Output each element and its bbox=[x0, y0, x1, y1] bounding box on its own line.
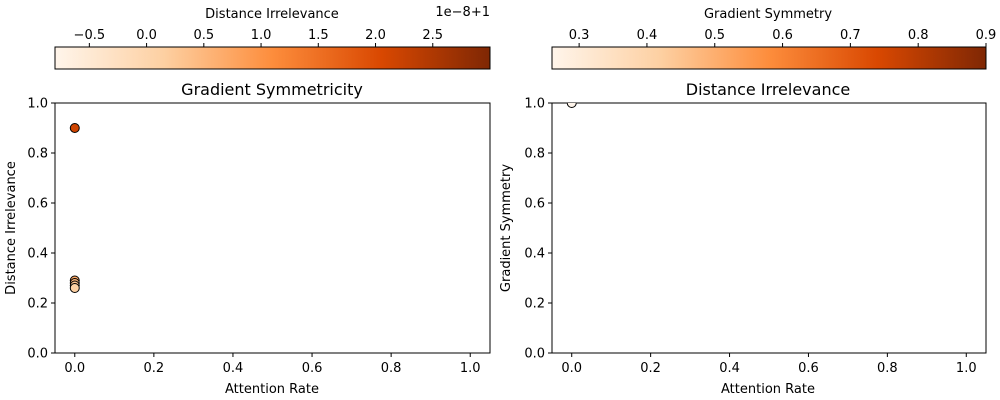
left-colorbar-tick-label: 0.0 bbox=[136, 28, 157, 43]
right-colorbar-ticks: 0.3 0.4 0.5 0.6 0.7 0.8 0.9 bbox=[569, 28, 997, 47]
left-x-tick-label: 1.0 bbox=[460, 361, 481, 376]
left-y-axis-label: Distance Irrelevance bbox=[4, 161, 19, 295]
left-x-tick-label: 0.4 bbox=[223, 361, 244, 376]
left-plot-area bbox=[54, 102, 491, 354]
left-chart-title: Gradient Symmetricity bbox=[181, 80, 363, 99]
left-colorbar-tick-label: 0.5 bbox=[193, 28, 214, 43]
right-y-axis-label: Gradient Symmetry bbox=[499, 164, 514, 292]
right-colorbar-tick-label: 0.5 bbox=[704, 28, 725, 43]
left-chart-panel: Distance Irrelevance 1e−8+1 −0.5 0.0 0.5 1.… bbox=[4, 5, 491, 397]
right-scatter-points bbox=[566, 103, 577, 108]
right-colorbar-label: Gradient Symmetry bbox=[704, 7, 832, 22]
right-chart-title: Distance Irrelevance bbox=[686, 80, 850, 99]
right-x-axis-label: Attention Rate bbox=[721, 382, 815, 397]
right-colorbar bbox=[551, 46, 987, 70]
right-x-tick-label: 0.2 bbox=[640, 361, 661, 376]
left-y-axis: 0.0 0.2 0.4 0.6 0.8 1.0 bbox=[27, 97, 55, 362]
left-scatter-point bbox=[69, 283, 80, 293]
left-colorbar-tick-label: 2.0 bbox=[365, 28, 386, 43]
right-x-tick-label: 0.4 bbox=[719, 361, 740, 376]
right-plot-area bbox=[551, 102, 987, 354]
right-x-tick-label: 1.0 bbox=[956, 361, 977, 376]
left-x-tick-label: 0.2 bbox=[144, 361, 165, 376]
left-x-tick-label: 0.0 bbox=[64, 361, 85, 376]
left-colorbar-label: Distance Irrelevance bbox=[205, 7, 339, 22]
right-colorbar-tick-label: 0.6 bbox=[772, 28, 793, 43]
right-y-tick-label: 0.6 bbox=[524, 197, 545, 212]
left-colorbar bbox=[54, 46, 491, 70]
right-y-tick-label: 0.2 bbox=[524, 297, 545, 312]
right-colorbar-tick-label: 0.3 bbox=[569, 28, 590, 43]
left-x-axis: 0.0 0.2 0.4 0.6 0.8 1.0 bbox=[64, 353, 481, 376]
left-x-tick-label: 0.6 bbox=[302, 361, 323, 376]
left-colorbar-tick-label: 1.5 bbox=[308, 28, 329, 43]
right-y-axis: 0.0 0.2 0.4 0.6 0.8 1.0 bbox=[524, 97, 552, 362]
left-x-tick-label: 0.8 bbox=[381, 361, 402, 376]
left-scatter-point bbox=[69, 123, 80, 133]
right-x-tick-label: 0.8 bbox=[877, 361, 898, 376]
left-y-tick-label: 0.6 bbox=[27, 197, 48, 212]
left-y-tick-label: 1.0 bbox=[27, 97, 48, 112]
left-scatter-points bbox=[69, 123, 80, 293]
right-scatter-point bbox=[566, 103, 577, 108]
left-colorbar-offset-label: 1e−8+1 bbox=[435, 5, 490, 20]
left-y-tick-label: 0.0 bbox=[27, 347, 48, 362]
right-y-tick-label: 0.0 bbox=[524, 347, 545, 362]
right-colorbar-tick-label: 0.9 bbox=[976, 28, 997, 43]
right-y-tick-label: 1.0 bbox=[524, 97, 545, 112]
right-y-tick-label: 0.8 bbox=[524, 147, 545, 162]
right-x-axis: 0.0 0.2 0.4 0.6 0.8 1.0 bbox=[561, 353, 977, 376]
right-x-tick-label: 0.0 bbox=[561, 361, 582, 376]
right-colorbar-tick-label: 0.7 bbox=[840, 28, 861, 43]
left-colorbar-ticks: −0.5 0.0 0.5 1.0 1.5 2.0 2.5 bbox=[74, 28, 443, 47]
left-y-tick-label: 0.2 bbox=[27, 297, 48, 312]
right-colorbar-tick-label: 0.8 bbox=[908, 28, 929, 43]
left-x-axis-label: Attention Rate bbox=[225, 382, 319, 397]
right-colorbar-tick-label: 0.4 bbox=[637, 28, 658, 43]
left-y-tick-label: 0.4 bbox=[27, 247, 48, 262]
left-colorbar-tick-label: −0.5 bbox=[74, 28, 106, 43]
right-chart-panel: Gradient Symmetry 0.3 0.4 0.5 0.6 0.7 0.8 0.9 … bbox=[499, 7, 996, 397]
right-y-tick-label: 0.4 bbox=[524, 247, 545, 262]
left-colorbar-tick-label: 1.0 bbox=[251, 28, 272, 43]
right-x-tick-label: 0.6 bbox=[798, 361, 819, 376]
left-y-tick-label: 0.8 bbox=[27, 147, 48, 162]
left-colorbar-tick-label: 2.5 bbox=[422, 28, 443, 43]
